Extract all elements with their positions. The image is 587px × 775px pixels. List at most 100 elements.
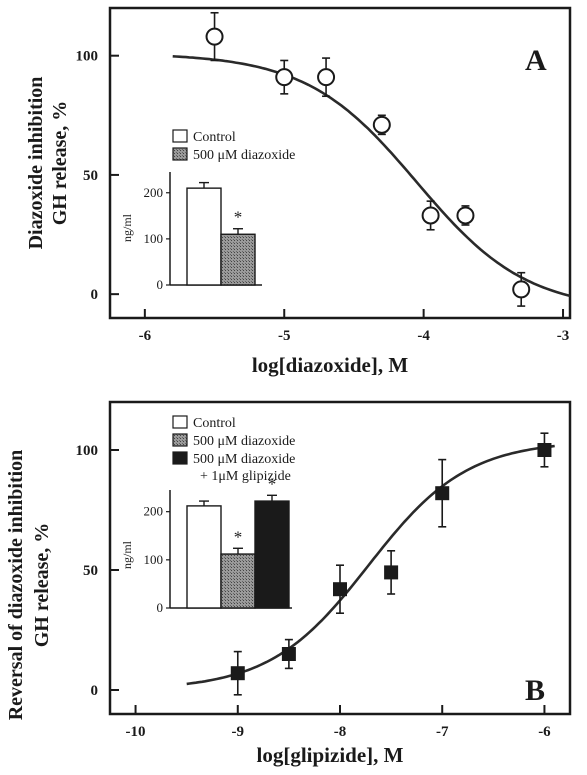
data-point [333,564,347,615]
panel-a-y-axis: 0 50 100 [76,49,119,303]
panel-a: A Diazoxide inhibition GH release, % log… [25,6,572,377]
point-marker [384,565,399,580]
data-point [205,11,224,62]
inset-bar-rect [220,233,256,286]
inset-bar-rect [186,505,222,609]
data-point [512,271,531,307]
panel-a-ylabel-line1: Diazoxide inhibition [25,77,47,250]
legend-label-control: Control [193,130,236,145]
legend-label-glipizide: + 1μM glipizide [200,469,291,484]
y-tick-label: 100 [76,443,99,459]
point-marker [230,666,245,681]
inset-y-tick-label: 0 [157,600,164,615]
panel-b-ylabel-line2: GH release, % [31,523,53,648]
legend-swatch-control [172,415,188,429]
panel-b-ylabel-line1: Reversal of diazoxide inhibition [5,450,27,721]
inset-bar [186,181,222,286]
x-tick-label: -9 [232,724,245,740]
inset-y-tick-label: 100 [144,552,164,567]
inset-y-tick-label: 100 [144,231,164,246]
point-marker [333,582,347,597]
point-marker [421,206,440,225]
inset-b-bars: ** [186,474,290,609]
point-marker [281,647,296,661]
data-point [230,650,245,696]
inset-bar [186,500,222,609]
panel-b-inset: Control 500 μM diazoxide 500 μM diazoxid… [120,415,295,615]
legend-swatch-diazoxide [172,147,188,161]
panel-b-fit-curve [186,444,555,686]
panel-a-fit-curve [172,55,571,298]
inset-a-ylabel: ng/ml [120,213,134,242]
point-marker [537,443,552,457]
significance-star: * [268,474,277,493]
x-tick-label: -5 [278,328,291,344]
data-point [384,549,399,595]
panel-a-frame [108,6,572,320]
panel-a-points [205,11,531,307]
point-marker [372,115,391,134]
panel-b-xlabel: log[glipizide], M [257,743,404,767]
data-point [372,114,391,136]
inset-a-ticks: 0 100 200 [144,185,170,292]
y-tick-label: 0 [91,683,99,699]
data-point [435,458,450,528]
legend-swatch-control [172,129,188,143]
fit-curve-line [186,444,555,686]
panel-b-points [230,432,552,696]
panel-a-label: A [525,44,547,77]
y-tick-label: 50 [83,563,98,579]
inset-b-ticks: 0 100 200 [144,504,170,615]
inset-bar-rect [186,187,222,286]
inset-y-tick-label: 0 [157,277,164,292]
inset-b-ylabel: ng/ml [120,540,134,569]
inset-bar: * [254,474,290,609]
y-tick-label: 0 [91,287,99,303]
x-tick-label: -6 [139,328,152,344]
panel-b-label: B [525,674,545,707]
inset-bar: * [220,208,256,286]
x-tick-label: -7 [436,724,449,740]
legend-label-diazoxide-glipizide: 500 μM diazoxide [193,452,295,467]
legend-swatch-diazoxide-glipizide [172,451,188,465]
panel-b: B Reversal of diazoxide inhibition GH re… [5,400,572,767]
data-point [317,57,336,98]
point-marker [456,206,475,225]
data-point [421,200,440,231]
inset-bar-rect [220,553,256,609]
significance-star: * [234,527,243,546]
inset-bar-rect [254,500,290,609]
inset-a-bars: * [186,181,256,286]
significance-star: * [234,208,243,227]
legend-swatch-diazoxide [172,433,188,447]
point-marker [512,280,531,299]
panel-b-y-axis: 0 50 100 [76,443,119,699]
legend-label-diazoxide: 500 μM diazoxide [193,148,295,163]
point-marker [435,486,450,501]
panel-b-frame [108,400,572,716]
point-marker [205,27,224,46]
panel-b-x-axis: -10 -9 -8 -7 -6 [126,705,551,740]
panel-a-ylabel-line2: GH release, % [49,101,71,226]
y-tick-label: 100 [76,49,99,65]
panel-a-inset: Control 500 μM diazoxide ng/ml 0 100 200 * [120,129,295,292]
data-point [456,205,475,226]
inset-y-tick-label: 200 [144,504,164,519]
point-marker [317,68,336,87]
legend-label-diazoxide: 500 μM diazoxide [193,434,295,449]
data-point [281,638,296,670]
data-point [537,432,552,468]
data-point [275,59,294,95]
x-tick-label: -4 [417,328,430,344]
legend-label-control: Control [193,416,236,431]
y-tick-label: 50 [83,168,98,184]
x-tick-label: -3 [557,328,570,344]
fit-curve-line [172,55,571,298]
inset-y-tick-label: 200 [144,185,164,200]
point-marker [275,68,294,87]
x-tick-label: -10 [126,724,146,740]
x-tick-label: -6 [538,724,551,740]
x-tick-label: -8 [334,724,347,740]
